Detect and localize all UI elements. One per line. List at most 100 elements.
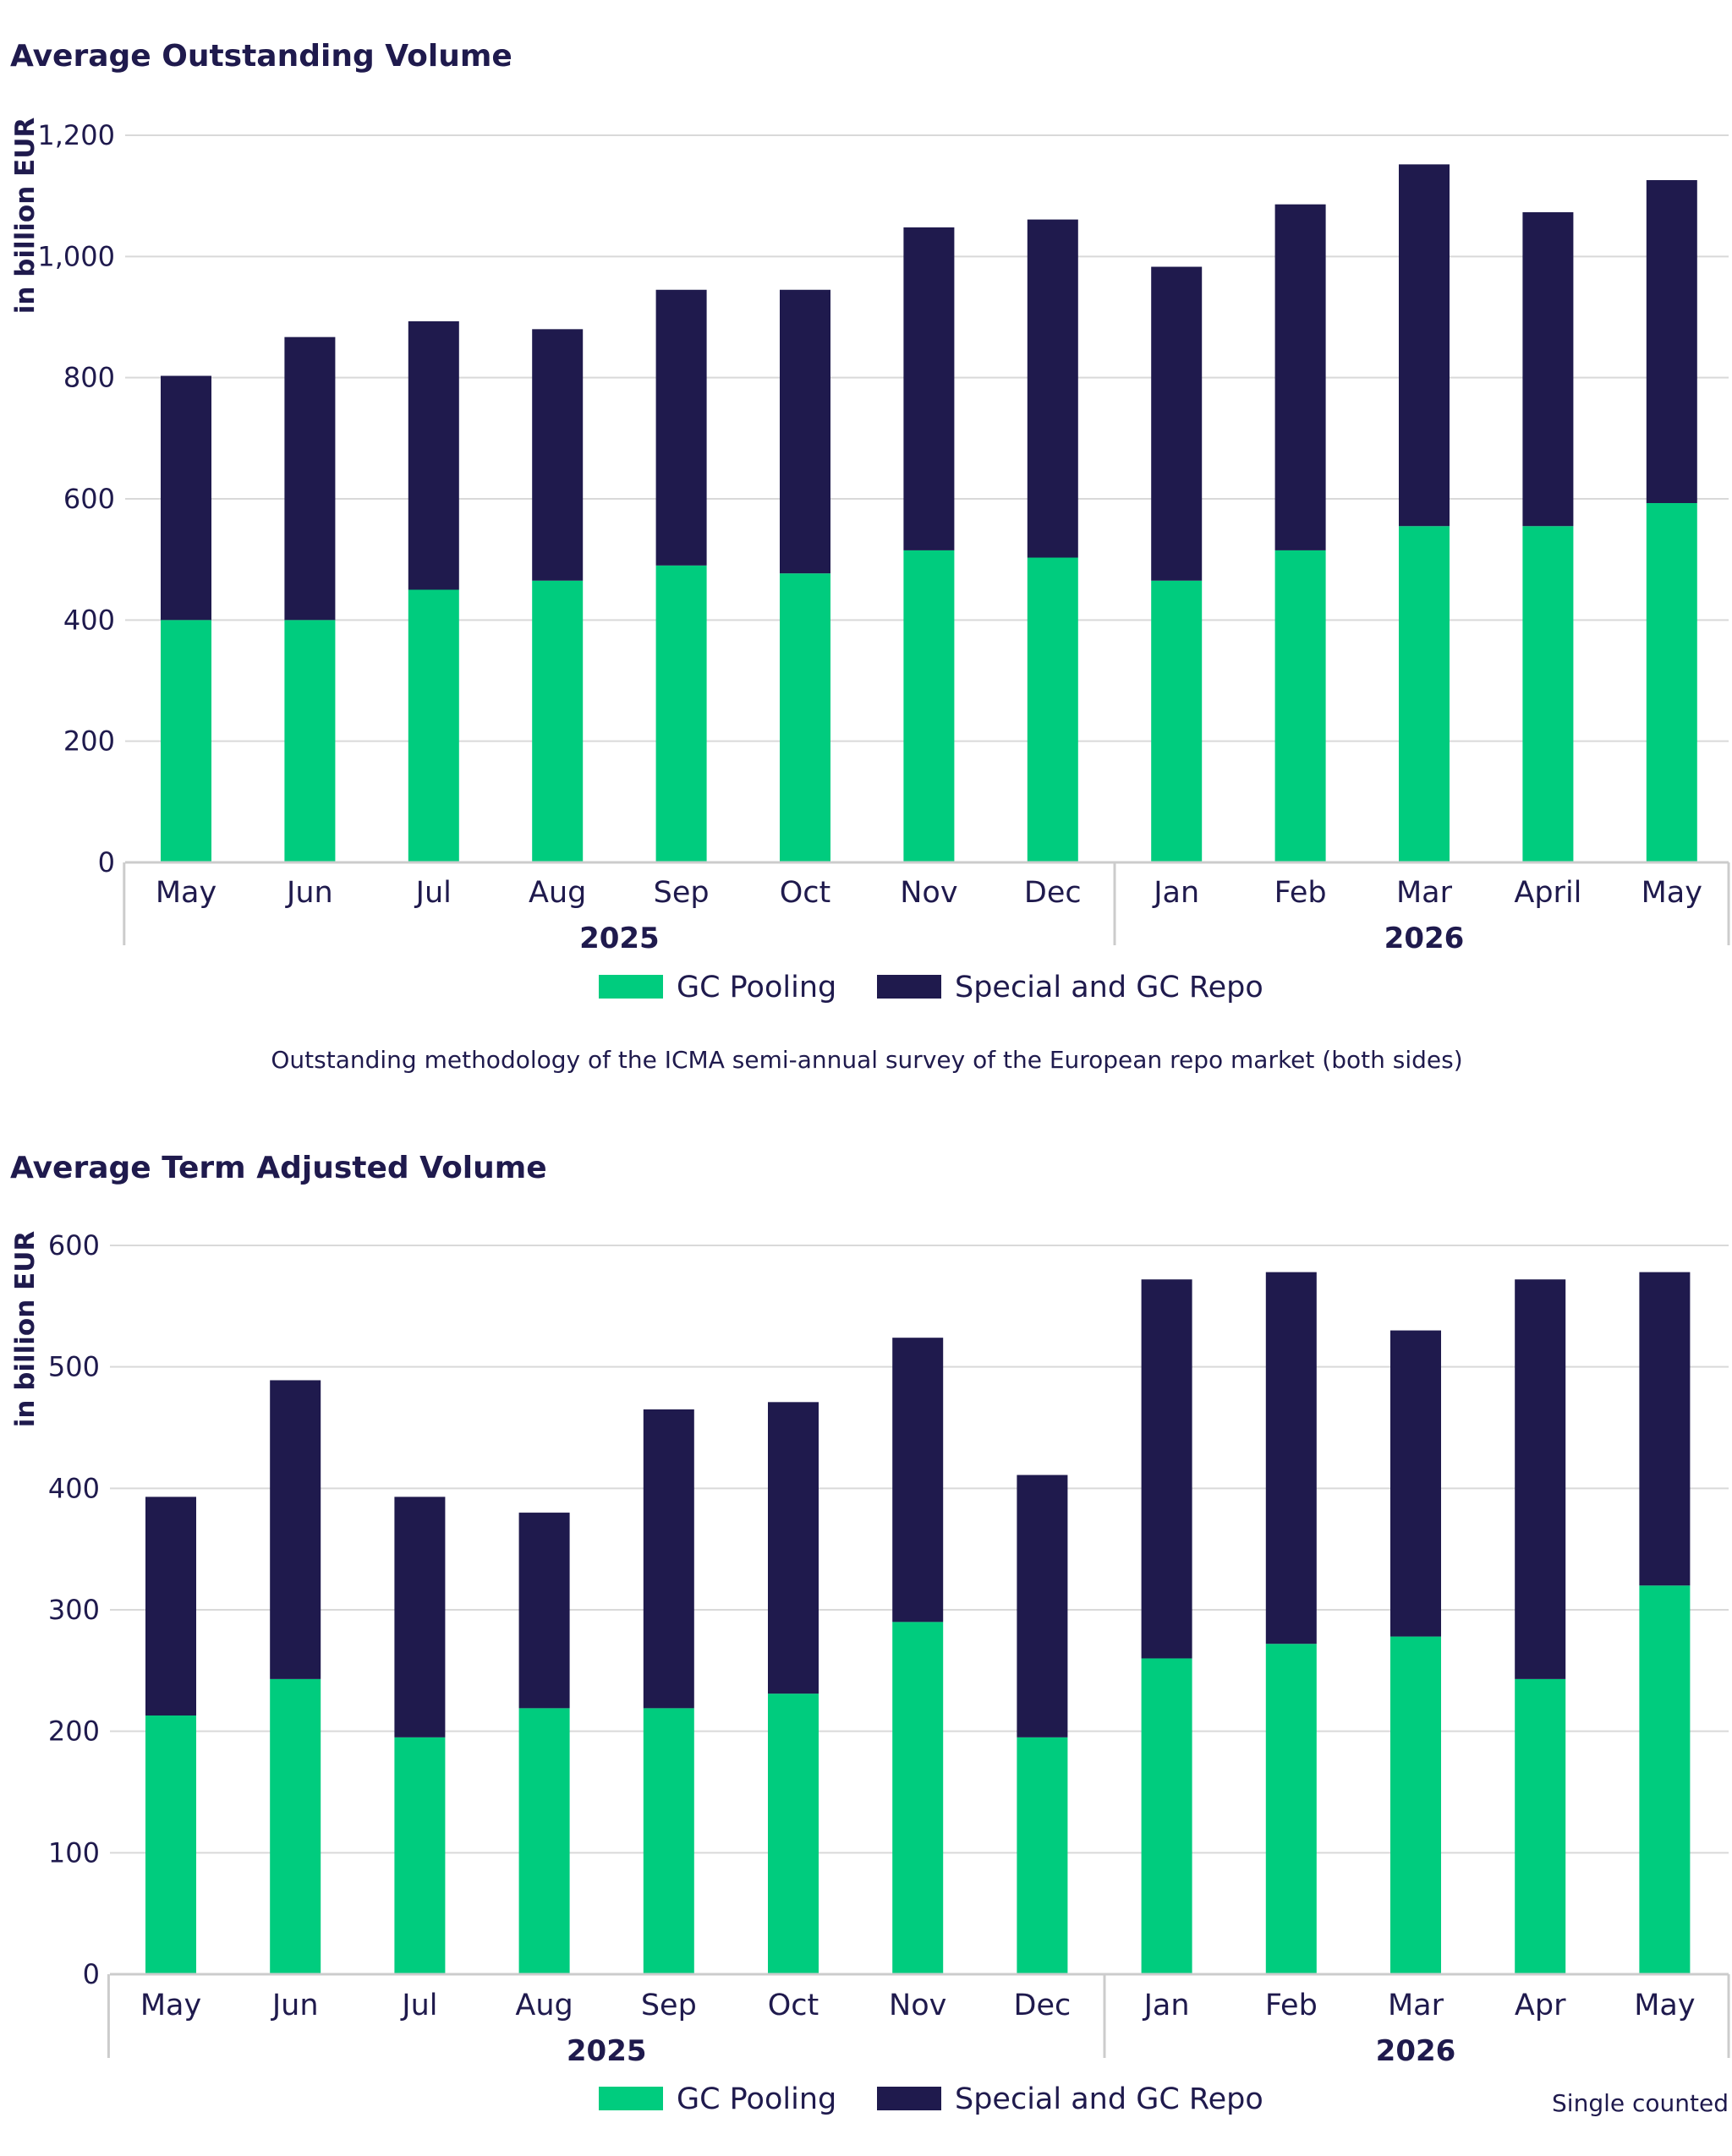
- x-tick-label: Jul: [400, 1989, 437, 2022]
- bar-special-gc-repo: [518, 1513, 570, 1709]
- chart-title: Average Outstanding Volume: [10, 39, 512, 74]
- bar-special-gc-repo: [1390, 1330, 1441, 1637]
- y-tick-label: 200: [48, 1715, 100, 1748]
- bar-gc-pooling: [1646, 503, 1697, 862]
- bar-special-gc-repo: [532, 329, 584, 581]
- x-tick-label: May: [140, 1989, 201, 2022]
- x-tick-label: Oct: [780, 876, 831, 910]
- outstanding-volume-chart: Average Outstanding Volume in billion EU…: [10, 39, 1730, 1074]
- x-tick-label: Aug: [515, 1989, 573, 2022]
- bar-gc-pooling: [518, 1708, 570, 1974]
- bar-special-gc-repo: [270, 1380, 321, 1679]
- y-tick-label: 1,000: [37, 240, 115, 272]
- y-tick-label: 300: [48, 1594, 100, 1626]
- bar-special-gc-repo: [1265, 1272, 1317, 1644]
- bar-gc-pooling: [408, 589, 459, 862]
- chart-title: Average Term Adjusted Volume: [10, 1151, 547, 1185]
- bar-gc-pooling: [655, 565, 707, 862]
- bar-special-gc-repo: [1399, 164, 1450, 527]
- bar-special-gc-repo: [1027, 219, 1078, 558]
- x-tick-label: Jan: [1152, 876, 1199, 910]
- legend-label: Special and GC Repo: [955, 971, 1263, 1004]
- bar-gc-pooling: [1151, 580, 1203, 862]
- x-tick-label: Mar: [1396, 876, 1453, 910]
- x-tick-label: Sep: [654, 876, 710, 910]
- bar-gc-pooling: [1274, 550, 1326, 862]
- y-tick-label: 500: [48, 1351, 100, 1383]
- bar-special-gc-repo: [145, 1497, 196, 1715]
- x-tick-label: Sep: [641, 1989, 697, 2022]
- y-axis-label: in billion EUR: [10, 118, 41, 315]
- y-tick-label: 400: [63, 604, 115, 636]
- bar-gc-pooling: [284, 620, 336, 862]
- bar-special-gc-repo: [903, 227, 955, 550]
- bar-gc-pooling: [1522, 526, 1574, 862]
- legend-swatch: [877, 2087, 941, 2110]
- bar-gc-pooling: [768, 1694, 819, 1974]
- bar-gc-pooling: [1141, 1658, 1192, 1974]
- bar-special-gc-repo: [1274, 204, 1326, 550]
- single-counted-note: Single counted: [1552, 2089, 1729, 2117]
- legend-label: GC Pooling: [677, 2082, 836, 2116]
- x-tick-label: May: [1642, 876, 1702, 910]
- x-tick-label: Nov: [900, 876, 957, 910]
- x-tick-label: Nov: [889, 1989, 946, 2022]
- bar-gc-pooling: [532, 580, 584, 862]
- bar-gc-pooling: [892, 1622, 944, 1974]
- x-tick-label: Dec: [1024, 876, 1082, 910]
- bar-gc-pooling: [1027, 557, 1078, 862]
- x-tick-label: Jun: [285, 876, 333, 910]
- bar-special-gc-repo: [161, 375, 211, 621]
- y-tick-label: 0: [98, 846, 115, 878]
- methodology-note: Outstanding methodology of the ICMA semi…: [271, 1046, 1462, 1074]
- bar-gc-pooling: [903, 550, 955, 862]
- legend-swatch: [877, 975, 941, 999]
- bar-gc-pooling: [780, 573, 830, 862]
- x-tick-label: Feb: [1265, 1989, 1318, 2022]
- x-tick-label: May: [1634, 1989, 1695, 2022]
- bar-gc-pooling: [394, 1737, 446, 1974]
- y-tick-label: 1,200: [37, 119, 115, 151]
- bar-special-gc-repo: [1646, 180, 1697, 504]
- group-label-year: 2025: [579, 922, 660, 955]
- bar-special-gc-repo: [1639, 1272, 1691, 1586]
- bar-gc-pooling: [643, 1708, 694, 1974]
- bar-special-gc-repo: [1017, 1475, 1068, 1737]
- x-tick-label: Dec: [1014, 1989, 1072, 2022]
- x-tick-label: Jan: [1143, 1989, 1190, 2022]
- legend-swatch: [599, 2087, 663, 2110]
- x-tick-label: Apr: [1515, 1989, 1566, 2022]
- bar-special-gc-repo: [408, 321, 459, 590]
- y-tick-label: 600: [48, 1229, 100, 1261]
- bar-special-gc-repo: [1141, 1279, 1192, 1659]
- bar-special-gc-repo: [780, 289, 830, 574]
- legend-label: GC Pooling: [677, 971, 836, 1004]
- legend-label: Special and GC Repo: [955, 2082, 1263, 2116]
- legend-swatch: [599, 975, 663, 999]
- bar-gc-pooling: [145, 1715, 196, 1974]
- bar-special-gc-repo: [643, 1409, 694, 1709]
- bar-special-gc-repo: [892, 1338, 944, 1622]
- y-tick-label: 800: [63, 362, 115, 394]
- bar-special-gc-repo: [394, 1497, 446, 1737]
- y-tick-label: 600: [63, 483, 115, 515]
- bar-special-gc-repo: [1151, 266, 1203, 581]
- term-adjusted-volume-chart: Average Term Adjusted Volume in billion …: [10, 1151, 1730, 2117]
- bar-special-gc-repo: [655, 289, 707, 566]
- bar-gc-pooling: [161, 620, 211, 862]
- x-tick-label: Feb: [1274, 876, 1327, 910]
- bar-gc-pooling: [1639, 1585, 1691, 1974]
- x-tick-label: May: [156, 876, 216, 910]
- bar-gc-pooling: [1017, 1737, 1068, 1974]
- y-tick-label: 0: [83, 1958, 100, 1990]
- y-tick-label: 400: [48, 1472, 100, 1504]
- bar-special-gc-repo: [768, 1402, 819, 1694]
- bar-gc-pooling: [1265, 1644, 1317, 1974]
- x-tick-label: Jun: [271, 1989, 319, 2022]
- y-axis-label: in billion EUR: [10, 1231, 41, 1428]
- bar-gc-pooling: [1390, 1636, 1441, 1974]
- bar-gc-pooling: [1399, 526, 1450, 862]
- bar-special-gc-repo: [284, 337, 336, 621]
- group-label-year: 2025: [567, 2034, 647, 2068]
